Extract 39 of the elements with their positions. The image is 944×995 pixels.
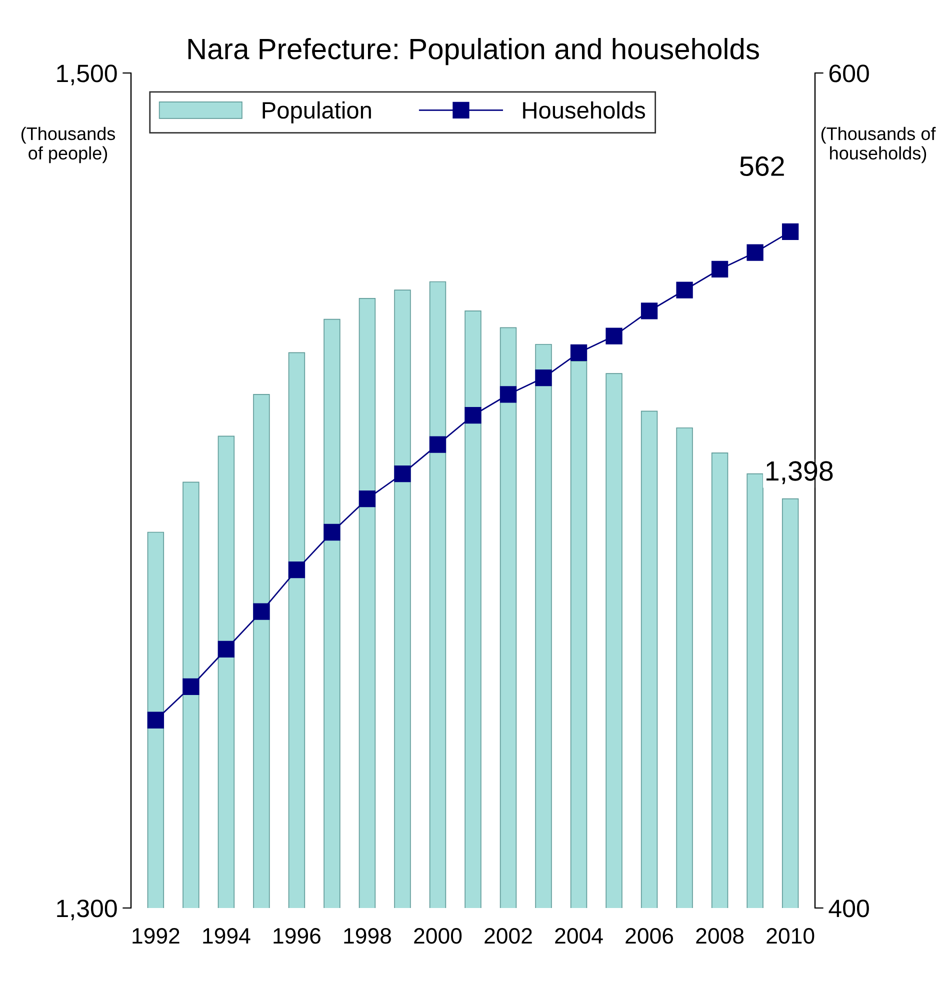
x-tick-label: 1998 [344, 928, 391, 944]
x-tick-label: 2010 [766, 928, 814, 944]
point [182, 678, 200, 696]
point [782, 223, 799, 240]
y2-tick-label: 600 [829, 64, 869, 82]
legend-label: Population [262, 101, 371, 124]
y-tick-label: 1,300 [57, 900, 117, 920]
point [394, 465, 411, 482]
point [147, 712, 164, 728]
point [711, 260, 728, 278]
y-tick-label: 1,500 [57, 64, 117, 86]
y2-tick-label: 400 [828, 900, 869, 918]
point [746, 244, 764, 261]
x-tick-label: 2000 [414, 928, 462, 944]
point [324, 524, 340, 541]
point [535, 369, 552, 386]
legend-label: Households [523, 101, 646, 119]
y2-axis-title: (Thousands of households) [821, 126, 936, 164]
point [570, 344, 588, 362]
point [358, 490, 376, 508]
point [218, 640, 235, 658]
point [500, 386, 517, 403]
x-tick-label: 1994 [203, 928, 250, 944]
point [676, 282, 693, 298]
x-tick-label: 1992 [132, 928, 180, 944]
x-tick-label: 2006 [626, 928, 674, 944]
x-tick-label: 2004 [555, 928, 603, 944]
chart-title: Nara Prefecture: Population and households [188, 38, 759, 66]
x-tick-label: 1996 [274, 928, 320, 944]
point [288, 561, 306, 578]
point [640, 302, 658, 320]
point [606, 328, 622, 344]
data-label: 562 [740, 156, 784, 176]
x-tick-label: 2008 [696, 928, 744, 944]
x-tick-label: 2002 [484, 928, 532, 944]
point [464, 407, 482, 424]
point [253, 603, 270, 620]
point [429, 436, 446, 453]
y-axis-title: (Thousands of people) [21, 126, 116, 164]
